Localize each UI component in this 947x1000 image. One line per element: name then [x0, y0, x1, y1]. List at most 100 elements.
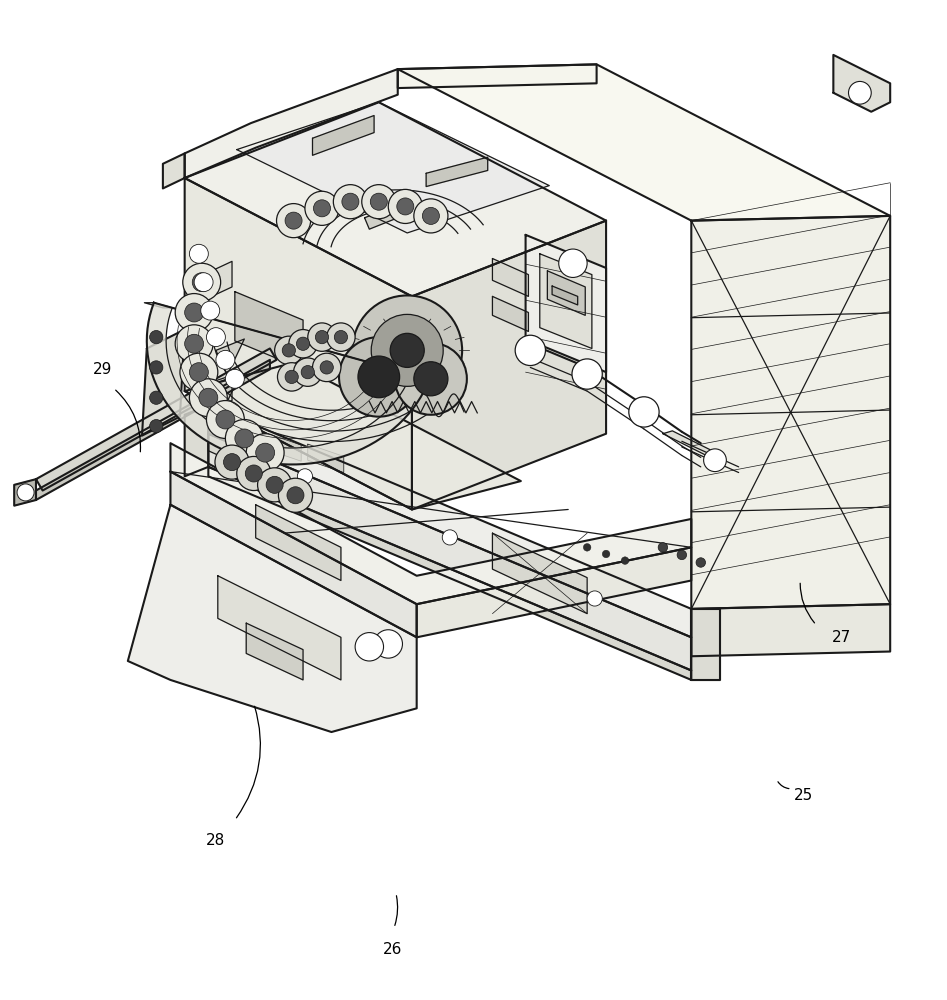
- Circle shape: [305, 191, 339, 225]
- Polygon shape: [265, 433, 301, 461]
- Circle shape: [397, 198, 414, 215]
- Circle shape: [189, 244, 208, 263]
- Circle shape: [278, 478, 313, 512]
- Circle shape: [150, 420, 163, 433]
- Circle shape: [572, 359, 602, 389]
- Circle shape: [315, 330, 329, 344]
- Polygon shape: [185, 178, 412, 509]
- Circle shape: [287, 487, 304, 504]
- Circle shape: [215, 445, 249, 479]
- Text: 29: 29: [93, 362, 112, 377]
- Circle shape: [313, 200, 331, 217]
- Circle shape: [189, 363, 208, 382]
- Circle shape: [301, 366, 314, 379]
- Circle shape: [374, 630, 402, 658]
- Polygon shape: [204, 377, 232, 412]
- Circle shape: [294, 358, 322, 386]
- Polygon shape: [208, 467, 691, 680]
- Circle shape: [189, 379, 227, 417]
- Polygon shape: [256, 505, 341, 580]
- Polygon shape: [128, 505, 417, 732]
- Circle shape: [266, 476, 283, 493]
- Circle shape: [371, 314, 443, 386]
- Circle shape: [352, 295, 462, 405]
- Polygon shape: [218, 576, 341, 680]
- Polygon shape: [185, 363, 521, 509]
- Circle shape: [275, 336, 303, 365]
- Circle shape: [515, 335, 545, 366]
- Polygon shape: [237, 102, 549, 233]
- Polygon shape: [204, 261, 232, 300]
- Circle shape: [320, 361, 333, 374]
- Circle shape: [225, 420, 263, 457]
- Polygon shape: [235, 292, 303, 369]
- Polygon shape: [412, 221, 606, 509]
- Polygon shape: [833, 55, 890, 112]
- Circle shape: [237, 456, 271, 491]
- Polygon shape: [313, 116, 374, 155]
- Circle shape: [180, 353, 218, 391]
- Polygon shape: [526, 235, 606, 372]
- Circle shape: [362, 185, 396, 219]
- Circle shape: [289, 330, 317, 358]
- Circle shape: [277, 363, 306, 391]
- Circle shape: [216, 350, 235, 369]
- Circle shape: [696, 558, 706, 567]
- Polygon shape: [14, 479, 36, 506]
- Circle shape: [370, 193, 387, 210]
- Circle shape: [333, 185, 367, 219]
- Circle shape: [602, 550, 610, 558]
- Circle shape: [206, 401, 244, 438]
- Circle shape: [297, 469, 313, 484]
- Circle shape: [583, 544, 591, 551]
- Circle shape: [277, 204, 311, 238]
- Polygon shape: [216, 339, 244, 375]
- Circle shape: [185, 303, 204, 322]
- Circle shape: [194, 273, 213, 292]
- Polygon shape: [492, 259, 528, 296]
- Polygon shape: [246, 623, 303, 680]
- Polygon shape: [185, 69, 398, 178]
- Polygon shape: [402, 374, 430, 379]
- Polygon shape: [663, 431, 720, 457]
- Polygon shape: [208, 434, 691, 670]
- Polygon shape: [147, 303, 430, 464]
- Polygon shape: [540, 254, 592, 348]
- Polygon shape: [398, 64, 597, 88]
- Polygon shape: [417, 547, 691, 637]
- Circle shape: [285, 212, 302, 229]
- Polygon shape: [185, 405, 208, 476]
- Polygon shape: [223, 421, 259, 450]
- Circle shape: [201, 301, 220, 320]
- Polygon shape: [170, 472, 417, 637]
- Circle shape: [355, 633, 384, 661]
- Polygon shape: [208, 422, 265, 476]
- Polygon shape: [547, 271, 585, 315]
- Circle shape: [422, 207, 439, 224]
- Polygon shape: [492, 533, 587, 614]
- Circle shape: [414, 199, 448, 233]
- Circle shape: [175, 294, 213, 331]
- Polygon shape: [208, 405, 691, 637]
- Polygon shape: [142, 330, 185, 436]
- Polygon shape: [691, 604, 890, 656]
- Circle shape: [621, 557, 629, 564]
- Circle shape: [192, 273, 211, 292]
- Circle shape: [235, 429, 254, 448]
- Circle shape: [296, 337, 310, 350]
- Circle shape: [175, 325, 213, 363]
- Circle shape: [185, 334, 204, 353]
- Polygon shape: [691, 216, 890, 609]
- Text: 27: 27: [831, 630, 850, 645]
- Circle shape: [395, 343, 467, 415]
- Polygon shape: [492, 296, 528, 331]
- Polygon shape: [144, 303, 172, 308]
- Polygon shape: [36, 348, 277, 491]
- Circle shape: [17, 484, 34, 501]
- Polygon shape: [308, 444, 344, 473]
- Circle shape: [282, 344, 295, 357]
- Text: 26: 26: [384, 942, 402, 957]
- Polygon shape: [426, 157, 488, 187]
- Circle shape: [223, 454, 241, 471]
- Circle shape: [313, 353, 341, 382]
